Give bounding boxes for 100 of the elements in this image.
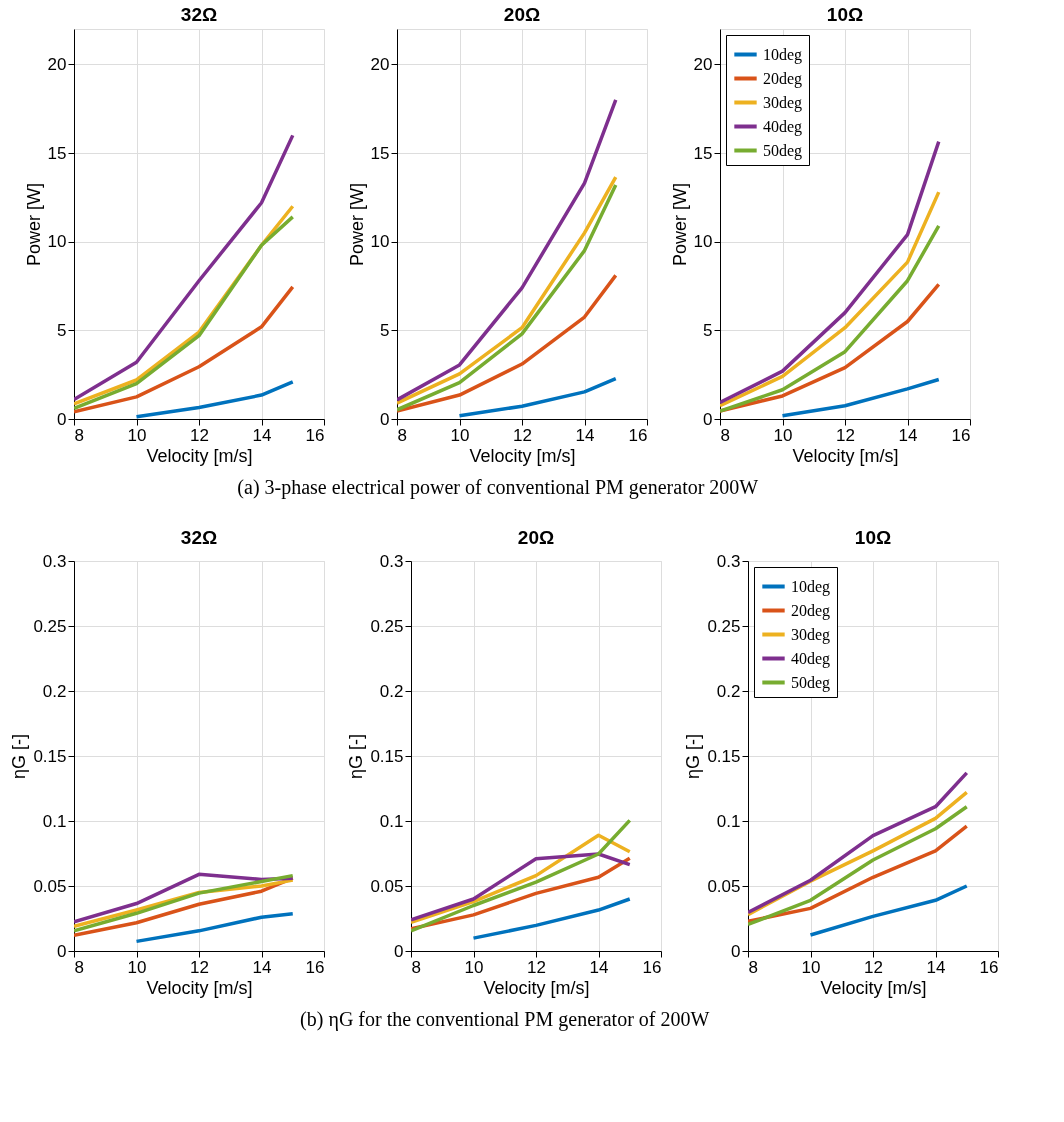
y-tick-label: 0.15: [707, 746, 741, 766]
y-axis-title: ηG [-]: [9, 733, 30, 780]
y-axis-title: Power [W]: [669, 182, 690, 267]
y-axis-title: ηG [-]: [346, 733, 367, 780]
x-tick-label: 8: [748, 957, 758, 977]
x-tick-label: 16: [979, 957, 999, 977]
y-tick-label: 15: [693, 143, 713, 163]
x-tick-label: 14: [926, 957, 946, 977]
y-tick-label: 5: [57, 320, 67, 340]
y-tick-label: 5: [380, 320, 390, 340]
legend-label: 30deg: [791, 625, 831, 644]
x-tick-label: 8: [411, 957, 421, 977]
y-tick-label: 10: [370, 232, 390, 252]
y-tick-label: 0.15: [33, 746, 67, 766]
line-series: [397, 98, 618, 402]
line-series: [134, 912, 295, 944]
x-tick-label: 16: [628, 425, 648, 445]
y-tick-label: 0.2: [716, 681, 741, 701]
x-axis-title: Velocity [m/s]: [483, 977, 590, 998]
y-tick-label: 0: [57, 409, 67, 429]
x-tick-label: 12: [190, 957, 209, 977]
y-tick-label: 0.2: [379, 681, 404, 701]
text: (a) 3-phase electrical power of conventional PM generator 200W: [237, 475, 759, 499]
y-axis-title: ηG [-]: [683, 733, 704, 780]
legend-label: 40deg: [763, 117, 803, 136]
x-tick-label: 14: [898, 425, 918, 445]
x-axis-title: Velocity [m/s]: [469, 445, 576, 466]
line-series: [457, 376, 618, 418]
line-series: [397, 273, 618, 413]
y-tick-label: 15: [370, 143, 390, 163]
x-tick-label: 10: [773, 425, 793, 445]
line-series: [411, 833, 632, 925]
y-tick-label: 0.15: [370, 746, 404, 766]
y-tick-label: 20: [47, 54, 67, 74]
y-tick-label: 20: [370, 54, 390, 74]
legend-label: 40deg: [791, 649, 831, 668]
y-tick-label: 5: [703, 320, 713, 340]
x-tick-label: 16: [642, 957, 662, 977]
y-tick-label: 10: [47, 232, 67, 252]
y-tick-label: 0.25: [33, 616, 67, 636]
y-tick-label: 20: [693, 54, 713, 74]
x-tick-label: 8: [74, 957, 84, 977]
x-tick-label: 12: [836, 425, 855, 445]
x-tick-label: 10: [464, 957, 484, 977]
x-axis-title: Velocity [m/s]: [792, 445, 899, 466]
line-series: [720, 139, 941, 405]
chart-title: 32Ω: [180, 527, 218, 548]
chart-title: 20Ω: [517, 527, 555, 548]
y-tick-label: 0: [57, 941, 67, 961]
line-series: [720, 224, 941, 413]
legend-label: 10deg: [791, 577, 831, 596]
y-tick-label: 0.1: [379, 811, 404, 831]
y-tick-label: 0: [731, 941, 741, 961]
line-series: [720, 190, 941, 408]
y-tick-label: 0.3: [716, 551, 741, 571]
x-tick-label: 14: [252, 425, 272, 445]
x-tick-label: 8: [74, 425, 84, 445]
chart-title: 10Ω: [826, 4, 864, 25]
x-tick-label: 10: [127, 957, 147, 977]
x-tick-label: 10: [127, 425, 147, 445]
y-tick-label: 0.25: [707, 616, 741, 636]
x-axis-title: Velocity [m/s]: [146, 977, 253, 998]
x-tick-label: 14: [252, 957, 272, 977]
y-tick-label: 0: [394, 941, 404, 961]
y-tick-label: 15: [47, 143, 67, 163]
x-tick-label: 16: [305, 425, 325, 445]
line-series: [471, 897, 632, 940]
chart-title: 20Ω: [503, 4, 541, 25]
line-series: [780, 377, 941, 418]
x-tick-label: 8: [720, 425, 730, 445]
x-tick-label: 12: [527, 957, 546, 977]
x-tick-label: 12: [190, 425, 209, 445]
line-series: [748, 824, 969, 923]
line-series: [411, 818, 632, 933]
y-tick-label: 0.25: [370, 616, 404, 636]
chart-title: 32Ω: [180, 4, 218, 25]
x-tick-label: 16: [951, 425, 971, 445]
x-tick-label: 12: [864, 957, 883, 977]
x-axis-title: Velocity [m/s]: [820, 977, 927, 998]
line-series: [134, 380, 295, 419]
x-tick-label: 14: [589, 957, 609, 977]
legend-label: 20deg: [763, 69, 803, 88]
legend-label: 50deg: [763, 141, 803, 160]
y-tick-label: 0.1: [42, 811, 67, 831]
x-tick-label: 12: [513, 425, 532, 445]
y-axis-title: Power [W]: [23, 182, 44, 267]
y-axis-title: Power [W]: [346, 182, 367, 267]
y-tick-label: 10: [693, 232, 713, 252]
x-tick-label: 16: [305, 957, 325, 977]
x-tick-label: 14: [575, 425, 595, 445]
line-series: [808, 884, 969, 937]
x-tick-label: 10: [801, 957, 821, 977]
line-series: [748, 804, 969, 927]
chart-title: 10Ω: [854, 527, 892, 548]
legend-label: 10deg: [763, 45, 803, 64]
y-tick-label: 0: [380, 409, 390, 429]
y-tick-label: 0.05: [370, 876, 404, 896]
y-tick-label: 0.3: [379, 551, 404, 571]
y-tick-label: 0.05: [33, 876, 67, 896]
line-series: [74, 285, 295, 414]
